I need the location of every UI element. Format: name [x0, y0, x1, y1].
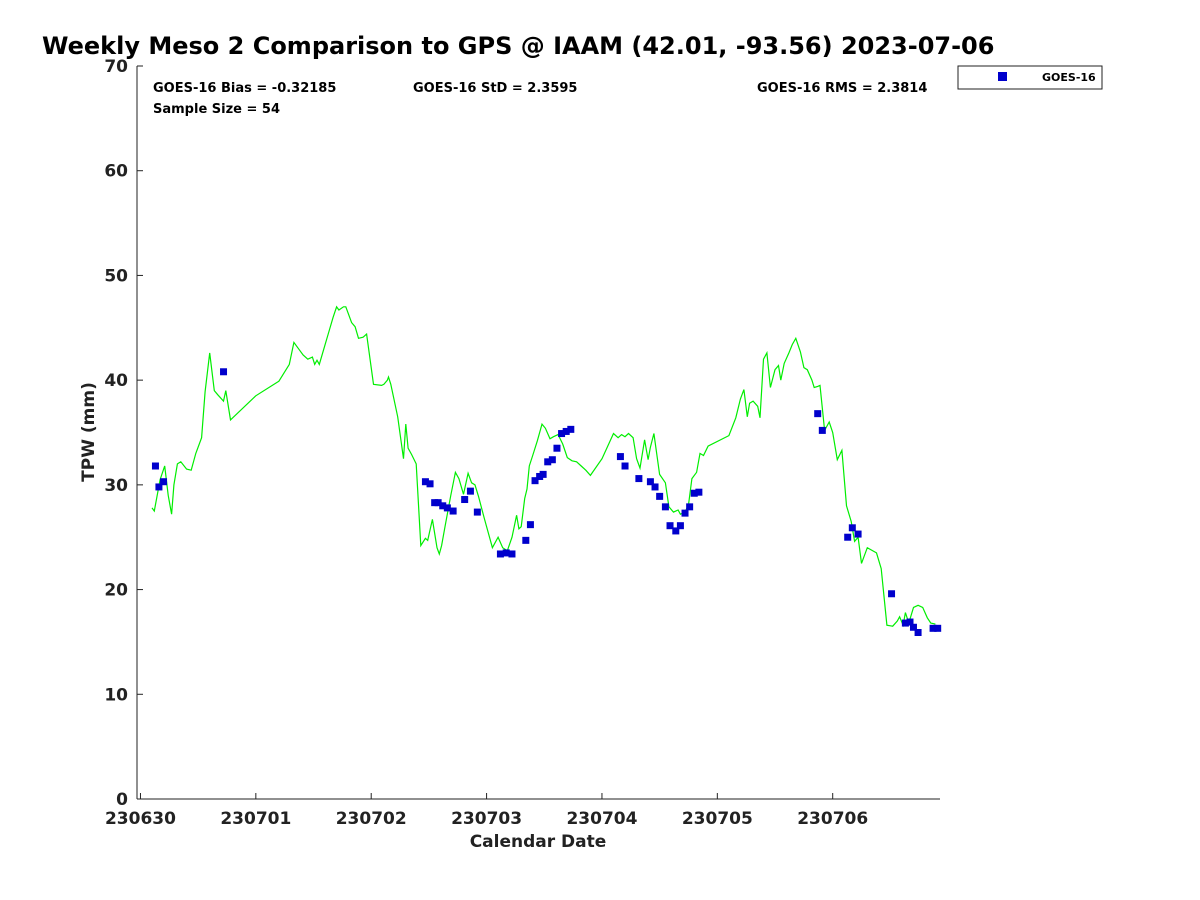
x-axis-ticks: 230630 230701 230702 230703 230704 230705 2307…	[105, 793, 868, 829]
goes-16-point	[651, 483, 659, 491]
goes-16-point	[548, 456, 556, 464]
y-tick-label: 30	[104, 476, 128, 496]
y-tick-label: 60	[104, 162, 128, 182]
goes-16-point	[666, 522, 674, 530]
legend-box	[957, 65, 1103, 90]
y-axis-label: TPW (mm)	[79, 382, 99, 482]
goes-16-point	[502, 549, 510, 557]
y-tick-label: 70	[104, 57, 128, 77]
gps-tpw-line	[151, 305, 936, 628]
goes-16-point	[814, 410, 822, 418]
goes-16-point	[421, 478, 429, 486]
stat-rms: GOES-16 RMS = 2.3814	[757, 81, 927, 96]
goes-16-point	[818, 426, 826, 434]
goes-16-point	[466, 487, 474, 495]
goes-16-point	[531, 477, 539, 485]
chart-title: Weekly Meso 2 Comparison to GPS @ IAAM (…	[42, 32, 994, 60]
goes-16-point	[621, 462, 629, 470]
goes-16-point	[901, 619, 909, 627]
y-tick-label: 0	[116, 790, 128, 810]
goes-16-point	[558, 430, 566, 438]
y-tick-label: 10	[104, 685, 128, 705]
goes-16-point	[526, 521, 534, 529]
goes-16-point	[672, 527, 680, 535]
goes-16-point	[690, 489, 698, 497]
stat-bias: GOES-16 Bias = -0.32185	[153, 81, 336, 96]
goes-16-point	[656, 492, 664, 500]
goes-16-point	[929, 624, 937, 632]
goes-16-point	[888, 590, 896, 598]
stat-std: GOES-16 StD = 2.3595	[413, 81, 577, 96]
goes-16-point	[553, 444, 561, 452]
goes-16-point	[151, 462, 159, 470]
goes-16-point	[567, 425, 575, 433]
goes-16-point	[562, 427, 570, 435]
x-tick-label: 230701	[220, 809, 291, 829]
goes-16-point	[646, 478, 654, 486]
goes-16-point	[635, 475, 643, 483]
goes-16-point	[449, 507, 457, 515]
goes-16-point	[539, 470, 547, 478]
goes-16-point	[914, 629, 922, 637]
legend-label-goes-16: GOES-16	[1042, 71, 1096, 84]
goes-16-point	[434, 499, 442, 507]
x-tick-label: 230702	[336, 809, 407, 829]
goes-16-point	[461, 496, 469, 504]
goes-16-point	[155, 483, 163, 491]
goes-16-point	[616, 453, 624, 461]
goes-16-point	[522, 536, 530, 544]
goes-16-point	[439, 502, 447, 510]
x-tick-label: 230705	[682, 809, 753, 829]
x-tick-label: 230704	[566, 809, 637, 829]
goes-16-point	[695, 488, 703, 496]
goes-16-point	[496, 550, 504, 558]
y-axis-ticks: 0 10 20 30 40 50 60 70	[104, 57, 143, 810]
y-tick-label: 50	[104, 266, 128, 286]
goes-16-point	[848, 524, 856, 532]
goes-16-point	[426, 480, 434, 488]
x-tick-label: 230706	[797, 809, 868, 829]
goes-16-point	[909, 623, 917, 631]
goes-16-point	[544, 458, 552, 466]
legend: GOES-16	[957, 65, 1103, 90]
y-tick-label: 40	[104, 371, 128, 391]
y-tick-label: 20	[104, 581, 128, 601]
goes-16-point	[443, 504, 451, 512]
goes-16-point	[508, 550, 516, 558]
goes-16-point	[473, 508, 481, 516]
x-tick-label: 230703	[451, 809, 522, 829]
goes-16-point	[160, 478, 168, 486]
goes-16-point	[686, 503, 694, 511]
legend-marker-goes-16	[998, 72, 1007, 81]
series-layer	[151, 305, 942, 637]
stat-sample-size: Sample Size = 54	[153, 102, 280, 117]
goes-16-point	[661, 503, 669, 511]
goes-16-point	[854, 530, 862, 538]
goes-16-point	[906, 618, 914, 626]
goes-16-point	[676, 522, 684, 530]
goes-16-point	[681, 509, 689, 517]
goes-16-point	[220, 368, 228, 376]
x-axis-label: Calendar Date	[470, 832, 607, 852]
x-tick-label: 230630	[105, 809, 176, 829]
goes-16-point	[934, 624, 942, 632]
goes-16-point	[844, 533, 852, 541]
